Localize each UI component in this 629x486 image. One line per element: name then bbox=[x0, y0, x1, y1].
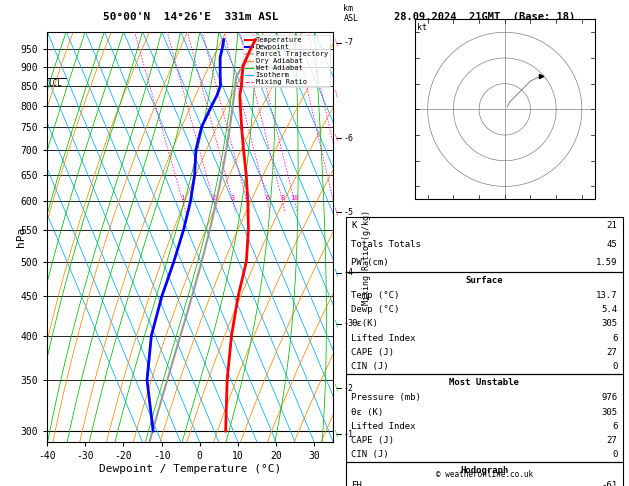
Text: -7: -7 bbox=[343, 38, 353, 47]
Text: kt: kt bbox=[418, 23, 428, 32]
Text: Pressure (mb): Pressure (mb) bbox=[351, 393, 421, 402]
Text: 27: 27 bbox=[606, 348, 617, 357]
Text: \: \ bbox=[335, 134, 338, 143]
Text: Temp (°C): Temp (°C) bbox=[351, 291, 399, 300]
Text: Most Unstable: Most Unstable bbox=[449, 378, 520, 387]
Text: -2: -2 bbox=[343, 384, 353, 393]
Text: 13.7: 13.7 bbox=[596, 291, 617, 300]
Text: \: \ bbox=[335, 208, 338, 217]
Text: 3: 3 bbox=[231, 195, 235, 201]
Text: EH: EH bbox=[351, 482, 362, 486]
Text: 1: 1 bbox=[181, 195, 185, 201]
Text: K: K bbox=[351, 222, 357, 230]
Text: 2: 2 bbox=[211, 195, 216, 201]
Text: 28.09.2024  21GMT  (Base: 18): 28.09.2024 21GMT (Base: 18) bbox=[394, 12, 575, 22]
Text: 4: 4 bbox=[245, 195, 249, 201]
Text: © weatheronline.co.uk: © weatheronline.co.uk bbox=[436, 470, 533, 479]
Text: -6: -6 bbox=[343, 134, 353, 143]
Text: 8: 8 bbox=[281, 195, 284, 201]
Text: CAPE (J): CAPE (J) bbox=[351, 348, 394, 357]
Text: -5: -5 bbox=[343, 208, 353, 217]
Text: \: \ bbox=[335, 38, 338, 47]
X-axis label: Dewpoint / Temperature (°C): Dewpoint / Temperature (°C) bbox=[99, 464, 281, 474]
Text: 0: 0 bbox=[612, 451, 617, 459]
Text: 305: 305 bbox=[601, 319, 617, 329]
Text: -3: -3 bbox=[343, 319, 353, 329]
Text: Mixing Ratio (g/kg): Mixing Ratio (g/kg) bbox=[362, 210, 371, 305]
Text: 10: 10 bbox=[290, 195, 299, 201]
Legend: Temperature, Dewpoint, Parcel Trajectory, Dry Adiabat, Wet Adiabat, Isotherm, Mi: Temperature, Dewpoint, Parcel Trajectory… bbox=[243, 35, 330, 87]
Text: \: \ bbox=[335, 430, 338, 439]
Text: Surface: Surface bbox=[465, 276, 503, 285]
Text: 45: 45 bbox=[606, 240, 617, 249]
Text: \: \ bbox=[335, 268, 338, 278]
Text: 6: 6 bbox=[612, 422, 617, 431]
Text: Hodograph: Hodograph bbox=[460, 466, 508, 475]
Text: PW (cm): PW (cm) bbox=[351, 258, 389, 267]
Text: θε (K): θε (K) bbox=[351, 408, 384, 417]
Text: 0: 0 bbox=[612, 363, 617, 371]
Text: 976: 976 bbox=[601, 393, 617, 402]
Text: -1: -1 bbox=[343, 430, 353, 439]
Text: \: \ bbox=[335, 89, 338, 99]
Text: -4: -4 bbox=[343, 268, 353, 278]
Text: \: \ bbox=[335, 319, 338, 329]
Text: Lifted Index: Lifted Index bbox=[351, 334, 416, 343]
Text: 50°00'N  14°26'E  331m ASL: 50°00'N 14°26'E 331m ASL bbox=[103, 12, 278, 22]
Text: 1.59: 1.59 bbox=[596, 258, 617, 267]
Text: 5.4: 5.4 bbox=[601, 305, 617, 314]
Text: -61: -61 bbox=[601, 482, 617, 486]
Text: 21: 21 bbox=[606, 222, 617, 230]
Text: 6: 6 bbox=[612, 334, 617, 343]
Text: CIN (J): CIN (J) bbox=[351, 451, 389, 459]
Text: 305: 305 bbox=[601, 408, 617, 417]
Text: 27: 27 bbox=[606, 436, 617, 445]
Text: Totals Totals: Totals Totals bbox=[351, 240, 421, 249]
Text: km
ASL: km ASL bbox=[343, 4, 359, 23]
Text: CIN (J): CIN (J) bbox=[351, 363, 389, 371]
Text: 6: 6 bbox=[265, 195, 269, 201]
Text: θε(K): θε(K) bbox=[351, 319, 378, 329]
Text: Dewp (°C): Dewp (°C) bbox=[351, 305, 399, 314]
Text: \: \ bbox=[335, 384, 338, 393]
Text: Lifted Index: Lifted Index bbox=[351, 422, 416, 431]
Text: CAPE (J): CAPE (J) bbox=[351, 436, 394, 445]
Text: hPa: hPa bbox=[16, 227, 26, 247]
Text: LCL: LCL bbox=[48, 79, 62, 88]
